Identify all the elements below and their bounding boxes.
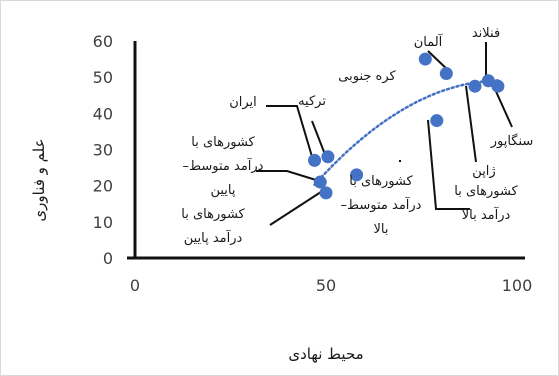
x-tick-label: 100	[502, 276, 533, 295]
leader-line	[311, 120, 327, 158]
x-axis-title: محیط نهادی	[288, 345, 363, 363]
x-tick-label: 0	[130, 276, 140, 295]
data-point	[350, 168, 364, 182]
leader-line	[266, 105, 314, 161]
leader-line	[269, 189, 325, 226]
y-tick-label: 50	[93, 68, 113, 87]
x-tick-label: 50	[316, 276, 336, 295]
leader-line	[465, 85, 477, 163]
data-point	[308, 153, 322, 167]
leader-line	[493, 86, 513, 128]
y-tick-label: 30	[93, 141, 113, 160]
data-label: فنلاند	[472, 26, 500, 41]
trendline	[313, 79, 500, 186]
data-label: کشورهای با درآمد متوسط– بالا	[341, 174, 422, 237]
leader-line	[256, 170, 317, 181]
y-tick-label: 0	[103, 249, 113, 268]
data-label: کشورهای با درآمد پایین	[181, 207, 245, 246]
data-label: ترکیه	[298, 94, 326, 109]
data-label: کره جنوبی	[338, 69, 396, 84]
leader-line	[427, 119, 470, 210]
y-tick-label: 20	[93, 177, 113, 196]
y-tick-label: 60	[93, 32, 113, 51]
data-point	[313, 175, 327, 189]
data-label: کشورهای با درآمد متوسط– پایین	[183, 135, 264, 198]
data-label: کشورهای با درآمد بالا	[454, 184, 518, 223]
data-point	[481, 74, 495, 88]
data-point	[418, 52, 432, 66]
data-point	[491, 79, 505, 93]
data-point	[321, 150, 335, 164]
data-point	[430, 114, 444, 128]
data-point	[468, 79, 482, 93]
data-label: آلمان	[414, 33, 444, 50]
data-label: سنگاپور	[490, 133, 534, 149]
y-axis-title: علم و فناوری	[30, 138, 48, 221]
data-label: ایران	[229, 95, 257, 110]
data-point	[319, 186, 333, 200]
data-label: ژاپن	[472, 164, 495, 179]
y-tick-label: 40	[93, 104, 113, 123]
data-point	[439, 67, 453, 81]
y-tick-label: 10	[93, 213, 113, 232]
